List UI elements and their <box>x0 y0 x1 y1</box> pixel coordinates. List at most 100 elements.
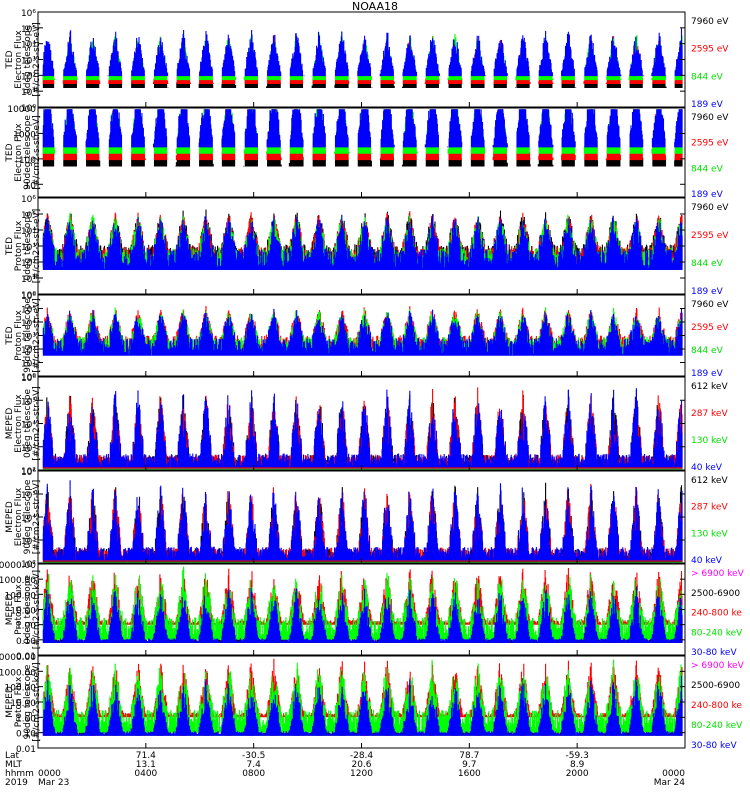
panel-4-ytick-label: 10¹ <box>21 360 36 370</box>
panel-6-legend-item: 612 keV <box>691 476 728 486</box>
panel-3-legend-item: 844 eV <box>691 259 724 269</box>
panel-7-ytick-label: 0.01 <box>16 652 36 662</box>
panel-2-ylabel: TED <box>5 143 15 162</box>
xaxis-tick-3-lat: -30.5 <box>242 751 265 761</box>
panel-7-legend-item: 240-800 ke <box>691 609 742 619</box>
panel-8-ytick-label: 0.01 <box>16 745 36 755</box>
panel-4-legend-item: 7960 eV <box>691 300 729 310</box>
xaxis-tick-2-hhmm: 0400 <box>134 769 157 779</box>
panel-8-series-5 <box>42 675 683 736</box>
panel-8-ylabel: [#/cm2-s-str-keV] <box>32 662 42 741</box>
panel-5-ytick-label: 10³ <box>21 444 36 454</box>
xaxis-tick-4-mlt: 20.6 <box>351 760 371 770</box>
panel-2-ytick-label: 1000 <box>13 130 36 140</box>
panel-4-ytick-label: 10⁴ <box>21 319 36 329</box>
xaxis-tick-7-date: Mar 24 <box>654 778 686 788</box>
panel-4-legend-item: 2595 eV <box>691 323 729 333</box>
xaxis-tick-6-hhmm: 2000 <box>566 769 589 779</box>
panel-8-ytick-label: 10000.00 <box>0 653 36 663</box>
panel-2-ytick-label: 10 <box>25 181 37 191</box>
panel-7-ytick-label: 1.00 <box>16 622 36 632</box>
panel-6-legend-item: 287 keV <box>691 503 728 513</box>
panel-3-ytick-label: 10⁴ <box>21 227 36 237</box>
panel-6-series-4 <box>42 480 683 561</box>
panel-3-legend-item: 7960 eV <box>691 203 729 213</box>
panel-7-ytick-label: 0.10 <box>16 637 36 647</box>
panel-3-series-4 <box>42 214 683 270</box>
panel-3-ytick-label: 10¹ <box>21 275 36 285</box>
xaxis-tick-1-date: Mar 23 <box>38 778 69 788</box>
panel-4-ylabel: 90deg telescope <box>23 298 33 373</box>
panel-5-series-4 <box>42 388 683 468</box>
panel-8-ylabel: Proton Flux <box>14 676 24 727</box>
panel-5-ytick-label: 10² <box>21 467 36 477</box>
panel-8-ytick-label: 0.10 <box>16 730 36 740</box>
panel-6-ylabel: MEPED <box>5 501 15 533</box>
panel-7-legend-item: 2500-6900 <box>691 589 740 599</box>
panel-6-ytick-label: 10² <box>21 560 36 570</box>
xaxis-tick-6-lat: -59.3 <box>566 751 589 761</box>
panel-2-ylabel: [#/cm2-s-str-eV] <box>32 115 42 190</box>
panel-7-ytick-label: 10000.00 <box>0 561 36 571</box>
panel-3-ytick-label: 10² <box>21 259 36 269</box>
panel-8-ytick-label: 100.00 <box>5 684 37 694</box>
panel-1-ylabel: 0deg telescope <box>23 25 33 95</box>
panel-2-series-4 <box>42 109 683 148</box>
panel-8-ytick-label: 1000.00 <box>0 668 36 678</box>
panel-7-legend-item: > 6900 keV <box>691 569 745 579</box>
panel-5-ytick-label: 10⁴ <box>21 421 36 431</box>
panel-8-legend-item: 30-80 keV <box>691 741 737 751</box>
panel-6-ytick-label: 10⁶ <box>21 468 36 478</box>
xaxis-tick-3-mlt: 7.4 <box>247 760 262 770</box>
panel-1-ylabel: Electron Flux <box>14 30 24 89</box>
panel-8-legend-item: 2500-6900 <box>691 681 740 691</box>
xaxis-tick-7-hhmm: 0000 <box>662 769 685 779</box>
panel-1-ylabel: TED <box>5 50 15 69</box>
panel-8-legend-item: 80-240 keV <box>691 721 743 731</box>
panel-4-legend-item: 189 eV <box>691 369 724 379</box>
panel-3-ytick-label: 10³ <box>21 243 36 253</box>
panel-4-ylabel: TED <box>5 326 15 345</box>
panel-3-ytick-label: 10⁰ <box>21 291 36 301</box>
panel-2-legend-item: 7960 eV <box>691 113 729 123</box>
panel-8-ytick-label: 1.00 <box>16 714 36 724</box>
panel-7-ytick-label: 10.00 <box>10 607 36 617</box>
panel-1-ytick-label: 10⁰ <box>21 104 36 114</box>
panel-6-ylabel: Electron Flux <box>14 487 24 546</box>
panel-3-ylabel: [#/cm2-s-str-eV] <box>32 209 42 284</box>
panel-6-ylabel: 90deg telescope <box>23 479 33 554</box>
panel-2-ylabel: 90deg telescope <box>23 115 33 190</box>
panel-4-ytick-label: 10³ <box>21 333 36 343</box>
panel-3-ytick-label: 10⁵ <box>21 211 36 221</box>
panel-1-ytick-label: 10⁴ <box>21 41 36 51</box>
panel-6-ytick-label: 10⁵ <box>21 491 36 501</box>
panel-8-ytick-label: 10.00 <box>10 699 36 709</box>
xaxis-row-label-3: hhmm <box>5 769 34 779</box>
xaxis-row-label-4: 2019 <box>5 778 28 788</box>
panel-7-ylabel: 0deg telescope <box>23 575 33 645</box>
panel-4-ylabel: [#/cm2-s-str-eV] <box>32 298 42 373</box>
panel-5-ytick-label: 10⁶ <box>21 374 36 384</box>
panel-1-ytick-label: 10⁵ <box>21 25 36 35</box>
panel-3-ylabel: Proton Flux <box>14 220 24 271</box>
panel-7-ylabel: [#/cm2-s-str-keV] <box>32 570 42 649</box>
panel-1-legend-item: 844 eV <box>691 72 724 82</box>
panel-1-legend-item: 7960 eV <box>691 17 729 27</box>
panel-4-ytick-label: 10⁶ <box>21 292 36 302</box>
xaxis-row-label-2: MLT <box>5 760 23 770</box>
xaxis-row-label-1: Lat <box>5 751 20 761</box>
panel-6-ytick-label: 10⁴ <box>21 514 36 524</box>
panel-1-ytick-label: 10³ <box>21 57 36 67</box>
xaxis-tick-6-mlt: 8.9 <box>570 760 585 770</box>
panel-8-legend-item: > 6900 keV <box>691 661 745 671</box>
panel-2-legend-item: 844 eV <box>691 164 724 174</box>
panel-5-ylabel: Electron Flux <box>14 394 24 453</box>
panel-1-legend-item: 2595 eV <box>691 45 729 55</box>
xaxis-tick-4-lat: -28.4 <box>350 751 374 761</box>
xaxis-tick-2-mlt: 13.1 <box>136 760 156 770</box>
panel-5-legend-item: 40 keV <box>691 463 723 473</box>
panel-3-ytick-label: 10⁶ <box>21 195 36 205</box>
panel-4-ytick-label: 10⁵ <box>21 306 36 316</box>
panel-8-ylabel: 90deg telescope <box>23 664 33 739</box>
